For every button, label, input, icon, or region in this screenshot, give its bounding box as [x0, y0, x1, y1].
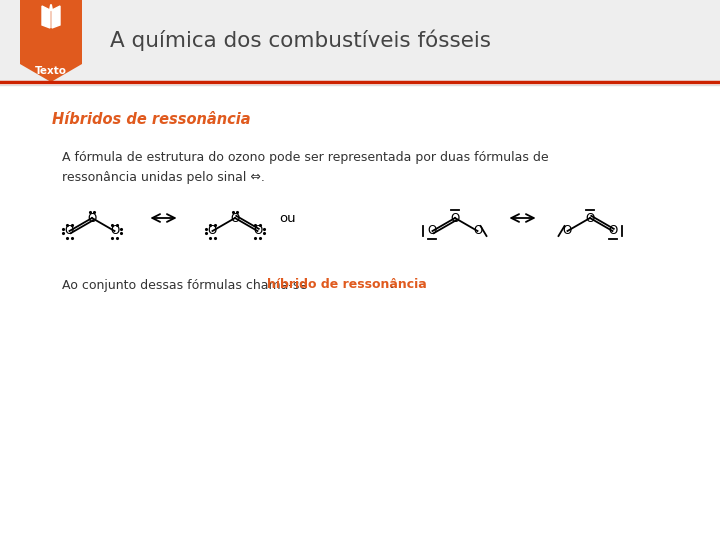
Text: O: O — [451, 212, 459, 225]
Text: O: O — [253, 225, 262, 238]
Text: O: O — [428, 225, 437, 238]
Text: A química dos combustíveis fósseis: A química dos combustíveis fósseis — [110, 29, 491, 51]
Text: O: O — [585, 212, 595, 225]
Text: O: O — [110, 225, 119, 238]
Text: ressonância unidas pelo sinal ⇔.: ressonância unidas pelo sinal ⇔. — [62, 172, 265, 185]
Text: O: O — [87, 212, 96, 225]
Text: Texto: Texto — [35, 66, 67, 76]
Text: O: O — [563, 225, 572, 238]
Text: O: O — [65, 225, 74, 238]
Text: .: . — [390, 279, 393, 292]
Text: Ao conjunto dessas fórmulas chama-se: Ao conjunto dessas fórmulas chama-se — [62, 279, 311, 292]
Polygon shape — [52, 6, 60, 28]
Bar — [0, 0, 720, 80]
Text: O: O — [208, 225, 217, 238]
Text: O: O — [473, 225, 482, 238]
Text: Híbridos de ressonância: Híbridos de ressonância — [52, 112, 251, 127]
Text: ou: ou — [279, 212, 296, 225]
Text: O: O — [608, 225, 617, 238]
Text: A fórmula de estrutura do ozono pode ser representada por duas fórmulas de: A fórmula de estrutura do ozono pode ser… — [62, 152, 549, 165]
Text: O: O — [230, 212, 240, 225]
Polygon shape — [20, 0, 82, 82]
Polygon shape — [42, 6, 50, 28]
Text: híbrido de ressonância: híbrido de ressonância — [267, 279, 427, 292]
